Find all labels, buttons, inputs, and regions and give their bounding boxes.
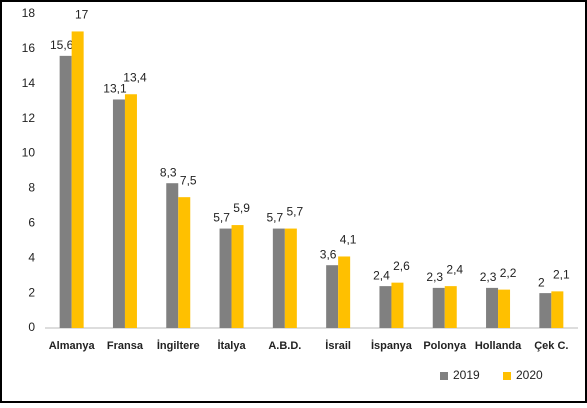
x-tick-label: Almanya (49, 340, 96, 352)
data-label: 2,4 (446, 262, 463, 276)
data-label: 2,2 (500, 266, 517, 280)
data-label: 5,7 (287, 205, 304, 219)
x-tick-label: İtalya (217, 339, 246, 352)
x-tick-label: Hollanda (475, 340, 522, 352)
data-label: 7,5 (180, 173, 197, 187)
data-label: 2,3 (426, 270, 443, 284)
bar (219, 228, 232, 328)
data-label: 13,4 (123, 70, 147, 84)
bar (272, 228, 285, 328)
data-label: 2,6 (393, 259, 410, 273)
bar (166, 183, 179, 328)
data-label: 2 (538, 275, 545, 289)
bar (338, 256, 351, 328)
bar (551, 291, 564, 328)
bar (124, 94, 137, 328)
data-label: 2,4 (373, 268, 390, 282)
bar (112, 99, 125, 328)
data-label: 3,6 (320, 247, 337, 261)
legend-swatch (440, 372, 448, 380)
data-label: 13,1 (103, 82, 127, 96)
x-tick-label: İspanya (371, 339, 413, 352)
data-label: 15,6 (50, 38, 74, 52)
y-tick-label: 12 (22, 111, 36, 125)
legend-swatch (503, 372, 511, 380)
bar (178, 197, 191, 328)
data-label: 2,3 (480, 270, 497, 284)
y-tick-label: 14 (22, 76, 36, 90)
y-tick-label: 6 (28, 216, 35, 230)
x-tick-label: İngiltere (157, 339, 200, 352)
data-label: 5,7 (213, 211, 230, 225)
legend-label: 2020 (516, 368, 543, 382)
bar (71, 31, 84, 328)
data-label: 17 (75, 8, 89, 22)
x-tick-label: Fransa (107, 340, 144, 352)
data-label: 8,3 (160, 165, 177, 179)
bar (326, 265, 339, 328)
y-tick-label: 8 (28, 181, 35, 195)
y-tick-label: 0 (28, 320, 35, 334)
x-tick-label: A.B.D. (268, 340, 301, 352)
y-tick-label: 18 (22, 6, 36, 20)
data-label: 4,1 (340, 233, 357, 247)
bar (539, 293, 552, 328)
bar (379, 286, 392, 328)
data-label: 5,9 (233, 201, 250, 215)
data-label: 2,1 (553, 268, 570, 282)
bar (231, 225, 244, 328)
bar (432, 287, 445, 328)
y-tick-label: 16 (22, 41, 36, 55)
bar (284, 228, 297, 328)
data-label: 5,7 (267, 211, 284, 225)
bar (444, 286, 457, 328)
y-tick-label: 4 (28, 250, 35, 264)
x-tick-label: İsrail (325, 339, 351, 352)
y-tick-label: 10 (22, 146, 36, 160)
bar (498, 289, 511, 328)
x-tick-label: Polonya (423, 340, 467, 352)
bar (486, 287, 499, 328)
legend-label: 2019 (453, 368, 480, 382)
x-tick-label: Çek C. (534, 340, 568, 352)
bar (391, 282, 404, 328)
bar (59, 55, 72, 328)
y-tick-label: 2 (28, 285, 35, 299)
